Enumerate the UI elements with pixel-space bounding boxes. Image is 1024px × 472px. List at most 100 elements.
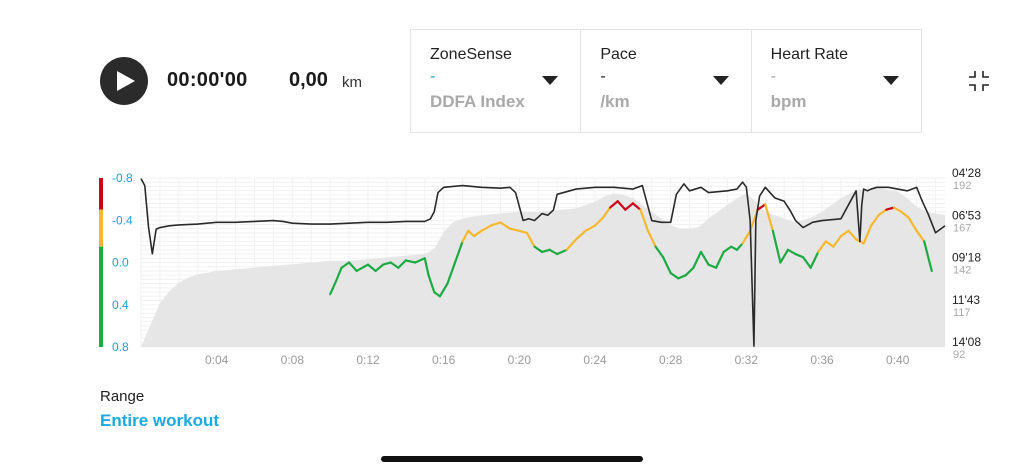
- zonesense-segment: [824, 240, 835, 248]
- zonesense-segment: [329, 280, 337, 296]
- zonesense-segment: [722, 245, 733, 254]
- zonesense-segment: [677, 274, 687, 280]
- zonesense-segment: [556, 248, 568, 256]
- ddfa-tick-label: 0.8: [112, 340, 129, 354]
- zonesense-selector[interactable]: ZoneSense - DDFA Index: [411, 30, 582, 132]
- zonesense-segment: [340, 261, 351, 269]
- ddfa-tick-label: -0.8: [112, 171, 133, 185]
- zonesense-segment: [366, 263, 377, 273]
- play-button[interactable]: [100, 57, 148, 105]
- pace-tick-label: 11'43: [952, 293, 980, 307]
- zonesense-segment: [662, 256, 672, 275]
- pace-path: [140, 178, 946, 347]
- zonesense-segment: [355, 265, 366, 273]
- zone-color-bar: [99, 178, 103, 347]
- zonesense-segment: [735, 242, 744, 251]
- hr-tick-label: 142: [953, 265, 971, 277]
- zonesense-segment: [669, 271, 680, 280]
- caret-down-icon: [542, 76, 559, 85]
- zonesense-segment: [472, 229, 483, 238]
- zonesense-segment: [423, 257, 430, 277]
- zonesense-segment: [832, 234, 843, 248]
- zonesense-segment: [433, 290, 441, 298]
- zonesense-segment: [885, 206, 896, 211]
- zonesense-segment: [565, 238, 578, 251]
- zonesense-segment: [741, 229, 752, 245]
- zonesense-segment: [593, 217, 604, 227]
- zonesense-segment: [779, 248, 790, 264]
- time-tick-label: 0:28: [659, 353, 683, 367]
- caret-down-icon: [882, 76, 899, 85]
- zonesense-segment: [518, 229, 529, 235]
- selector-unit: DDFA Index: [430, 92, 525, 111]
- zonesense-segment: [809, 250, 820, 269]
- zonesense-segment: [907, 217, 918, 232]
- heart-rate-area-shape: [141, 188, 945, 347]
- zonesense-segment: [639, 208, 650, 232]
- time-tick-label: 0:12: [356, 353, 380, 367]
- zonesense-segment: [374, 263, 385, 273]
- zonesense-segment: [616, 200, 627, 211]
- collapse-icon[interactable]: [966, 68, 992, 94]
- pace-selector[interactable]: Pace - /km: [581, 30, 752, 132]
- zonesense-segment: [900, 210, 911, 220]
- hr-tick-label: 92: [953, 349, 965, 361]
- zonesense-segment: [870, 213, 880, 227]
- zonesense-segment: [334, 266, 343, 283]
- selector-value: -: [600, 68, 606, 85]
- zonesense-segment: [575, 229, 587, 241]
- selector-title: Pace: [600, 46, 637, 63]
- workout-chart[interactable]: -0.8-0.40.00.40.8 04'2819206'5316709'181…: [0, 160, 1024, 375]
- zonesense-segment: [646, 229, 657, 248]
- zonesense-segment: [480, 224, 493, 232]
- distance-value: 0,00: [289, 69, 328, 91]
- zone-red-segment: [99, 178, 103, 210]
- zonesense-segment: [771, 229, 782, 264]
- time-tick-label: 0:36: [810, 353, 834, 367]
- hr-tick-label: 167: [953, 222, 971, 234]
- zonesense-segment: [714, 250, 725, 269]
- time-tick-label: 0:08: [281, 353, 305, 367]
- zonesense-segment: [548, 248, 559, 256]
- heart-rate-selector[interactable]: Heart Rate - bpm: [752, 30, 921, 132]
- zonesense-segment: [692, 250, 703, 269]
- zonesense-segment: [525, 231, 536, 248]
- zonesense-segment: [839, 229, 850, 238]
- heart-rate-area: [141, 188, 945, 347]
- zonesense-segment: [397, 259, 407, 269]
- zonesense-segment: [453, 240, 464, 264]
- zonesense-segment: [508, 227, 521, 232]
- zonesense-segment: [427, 274, 436, 294]
- zonesense-segment: [540, 248, 551, 254]
- zonesense-segment: [624, 202, 634, 211]
- zonesense-segment: [786, 248, 797, 256]
- zonesense-segment: [794, 252, 805, 259]
- time-tick-label: 0:04: [205, 353, 229, 367]
- selector-unit: bpm: [770, 92, 807, 111]
- zonesense-segment: [467, 229, 476, 238]
- pace-line: [140, 178, 946, 347]
- zonesense-segment: [389, 261, 400, 269]
- hr-tick-label: 192: [953, 180, 971, 192]
- metric-selectors: ZoneSense - DDFA Index Pace - /km Heart …: [410, 29, 922, 133]
- time-tick-label: 0:16: [432, 353, 456, 367]
- elapsed-time: 00:00'00: [167, 69, 248, 91]
- zonesense-segment: [915, 229, 926, 243]
- selector-title: ZoneSense: [430, 46, 512, 63]
- caret-down-icon: [712, 76, 729, 85]
- hr-tick-label: 117: [953, 307, 971, 319]
- range-selector[interactable]: Entire workout: [100, 411, 220, 430]
- ddfa-tick-label: 0.4: [112, 298, 129, 312]
- zonesense-segment: [601, 206, 612, 220]
- zonesense-segment: [609, 200, 619, 209]
- zonesense-segment: [817, 240, 827, 254]
- zonesense-segment: [404, 259, 417, 264]
- zonesense-segment: [707, 263, 718, 269]
- zonesense-segment: [877, 208, 888, 217]
- ddfa-axis: -0.8 -0.4 0.0 0.4 0.8: [112, 171, 133, 354]
- selector-value: -: [770, 68, 776, 85]
- zonesense-segment: [499, 221, 511, 230]
- time-axis: 0:04 0:08 0:12 0:16 0:20 0:24 0:28 0:32 0:36 0:40: [205, 353, 910, 367]
- time-tick-label: 0:40: [886, 353, 910, 367]
- zonesense-segment: [847, 229, 858, 241]
